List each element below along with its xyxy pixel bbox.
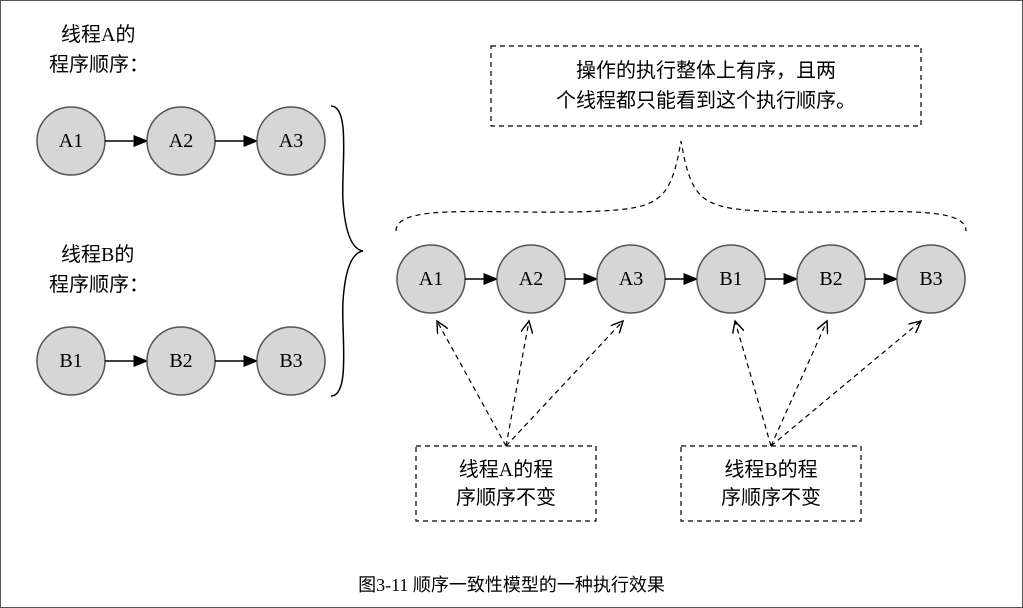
dashed-arrow-a1 — [437, 321, 506, 446]
threadA-node-0: A1 — [37, 107, 105, 175]
threadA-node-1: A2 — [147, 107, 215, 175]
bottom-box-b — [681, 446, 861, 521]
threadB-node-1-label: B2 — [169, 350, 192, 372]
threadB-node-2-label: B3 — [279, 350, 302, 372]
merged-node-3-label: B1 — [719, 268, 742, 290]
merged-node-2: A3 — [597, 245, 665, 313]
dashed-arrow-b2 — [771, 321, 827, 446]
bottom-box-b-line2: 序顺序不变 — [721, 486, 821, 509]
threadB-node-0: B1 — [37, 327, 105, 395]
merged-node-5: B3 — [897, 245, 965, 313]
bottom-box-a-line2: 序顺序不变 — [456, 486, 556, 509]
merged-node-0-label: A1 — [419, 268, 443, 290]
threadA-node-2: A3 — [257, 107, 325, 175]
merged-node-0: A1 — [397, 245, 465, 313]
top-box — [491, 46, 921, 126]
diagram-svg: 线程A的 程序顺序： A1 A2 A3 线程B的 程序顺序： B1 B2 B3 … — [1, 1, 1023, 571]
merged-node-5-label: B3 — [919, 268, 942, 290]
merged-node-1: A2 — [497, 245, 565, 313]
threadA-header-line2: 程序顺序： — [49, 53, 149, 76]
threadA-header-line1: 线程A的 — [61, 23, 135, 46]
merged-node-4: B2 — [797, 245, 865, 313]
top-box-line2: 个线程都只能看到这个执行顺序。 — [556, 89, 856, 112]
threadB-node-0-label: B1 — [59, 350, 82, 372]
top-box-line1: 操作的执行整体上有序，且两 — [576, 59, 836, 82]
dashed-arrow-b3 — [771, 321, 921, 446]
threadB-node-2: B3 — [257, 327, 325, 395]
top-dashed-brace — [396, 141, 966, 231]
dashed-arrow-a2 — [506, 321, 529, 446]
threadB-node-1: B2 — [147, 327, 215, 395]
dashed-arrow-a3 — [506, 321, 623, 446]
threadB-header-line1: 线程B的 — [61, 243, 134, 266]
bottom-box-b-line1: 线程B的程 — [724, 458, 817, 481]
caption-text: 图3-11 顺序一致性模型的一种执行效果 — [358, 575, 665, 595]
threadA-node-0-label: A1 — [59, 130, 83, 152]
threadB-header-line2: 程序顺序： — [49, 273, 149, 296]
merged-node-3: B1 — [697, 245, 765, 313]
merged-node-1-label: A2 — [519, 268, 543, 290]
dashed-arrow-b1 — [735, 321, 771, 446]
threadA-node-1-label: A2 — [169, 130, 193, 152]
bottom-box-a — [416, 446, 596, 521]
merged-node-2-label: A3 — [619, 268, 643, 290]
curly-brace-left — [331, 106, 363, 396]
figure-caption: 图3-11 顺序一致性模型的一种执行效果 — [1, 571, 1022, 597]
bottom-box-a-line1: 线程A的程 — [459, 458, 553, 481]
threadA-node-2-label: A3 — [279, 130, 303, 152]
diagram-container: 线程A的 程序顺序： A1 A2 A3 线程B的 程序顺序： B1 B2 B3 … — [0, 0, 1023, 608]
merged-node-4-label: B2 — [819, 268, 842, 290]
